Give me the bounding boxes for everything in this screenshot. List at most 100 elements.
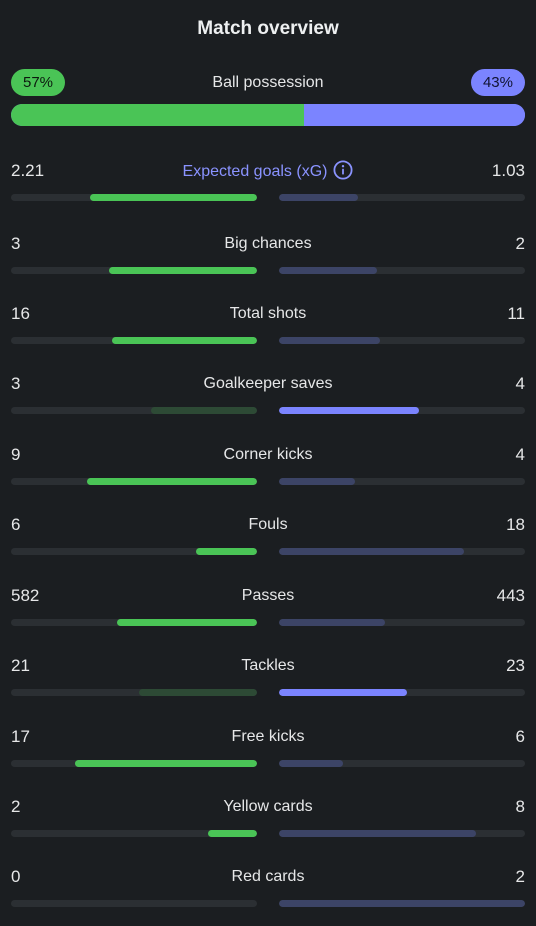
home-value: 582 bbox=[11, 586, 40, 605]
away-bar-fill bbox=[279, 689, 407, 696]
stat-label-text: Free kicks bbox=[231, 728, 305, 745]
home-bar-fill bbox=[116, 619, 257, 626]
away-bar-track bbox=[279, 548, 525, 555]
stat-bars bbox=[11, 337, 525, 344]
away-bar-fill bbox=[279, 619, 385, 626]
away-bar-track bbox=[279, 900, 525, 907]
away-value: 8 bbox=[515, 797, 525, 816]
away-value: 4 bbox=[515, 374, 525, 393]
away-bar-fill bbox=[279, 267, 378, 274]
home-bar-fill bbox=[87, 478, 257, 485]
away-value: 6 bbox=[515, 727, 525, 746]
stat-row-red-cards: 0 Red cards 2 bbox=[11, 866, 525, 907]
stat-label: Passes bbox=[11, 585, 525, 607]
stat-label: Big chances bbox=[11, 233, 525, 255]
home-value: 9 bbox=[11, 445, 21, 464]
stat-label-text: Goalkeeper saves bbox=[203, 375, 333, 392]
home-value: 16 bbox=[11, 304, 30, 323]
possession-bar-away bbox=[303, 104, 525, 126]
away-bar-fill bbox=[279, 900, 525, 907]
stat-values: 16 Total shots 11 bbox=[11, 303, 525, 325]
stat-values: 3 Goalkeeper saves 4 bbox=[11, 373, 525, 395]
away-value: 443 bbox=[496, 586, 525, 605]
home-bar-fill bbox=[151, 407, 257, 414]
stat-label: Free kicks bbox=[11, 726, 525, 748]
home-bar-fill bbox=[109, 267, 257, 274]
possession-label: Ball possession bbox=[212, 74, 324, 91]
home-bar-track bbox=[11, 337, 257, 344]
stat-values: 6 Fouls 18 bbox=[11, 514, 525, 536]
home-value: 2.21 bbox=[11, 161, 45, 180]
stat-label-text: Corner kicks bbox=[223, 446, 313, 463]
stat-bars bbox=[11, 900, 525, 907]
home-value: 21 bbox=[11, 656, 30, 675]
away-bar-track bbox=[279, 267, 525, 274]
stat-row-free-kicks: 17 Free kicks 6 bbox=[11, 726, 525, 767]
stat-label: Fouls bbox=[11, 514, 525, 536]
home-bar-track bbox=[11, 267, 257, 274]
stat-values: 2.21 Expected goals (xG) 1.03 bbox=[11, 160, 525, 182]
stat-label: Tackles bbox=[11, 655, 525, 677]
stat-row-fouls: 6 Fouls 18 bbox=[11, 514, 525, 555]
stat-bars bbox=[11, 830, 525, 837]
home-bar-track bbox=[11, 760, 257, 767]
stat-label: Corner kicks bbox=[11, 444, 525, 466]
home-value: 3 bbox=[11, 374, 21, 393]
away-value: 23 bbox=[506, 656, 525, 675]
stat-label: Yellow cards bbox=[11, 796, 525, 818]
stat-bars bbox=[11, 689, 525, 696]
stat-label-text: Total shots bbox=[229, 305, 307, 322]
home-bar-track bbox=[11, 548, 257, 555]
stat-label-text: Yellow cards bbox=[223, 798, 313, 815]
away-value: 1.03 bbox=[491, 161, 525, 180]
stat-row-expected-goals-xg: 2.21 Expected goals (xG) 1.03 bbox=[11, 160, 525, 201]
stat-label-text: Red cards bbox=[231, 868, 305, 885]
away-bar-track bbox=[279, 337, 525, 344]
stat-bars bbox=[11, 194, 525, 201]
away-bar-fill bbox=[279, 478, 356, 485]
stat-row-goalkeeper-saves: 3 Goalkeeper saves 4 bbox=[11, 373, 525, 414]
home-bar-track bbox=[11, 407, 257, 414]
away-bar-fill bbox=[279, 407, 420, 414]
stat-values: 582 Passes 443 bbox=[11, 585, 525, 607]
away-value: 18 bbox=[506, 515, 525, 534]
stat-label-text: Tackles bbox=[241, 657, 295, 674]
stat-bars bbox=[11, 760, 525, 767]
stat-bars bbox=[11, 548, 525, 555]
stat-row-passes: 582 Passes 443 bbox=[11, 585, 525, 626]
away-bar-fill bbox=[279, 337, 380, 344]
stat-bars bbox=[11, 267, 525, 274]
away-bar-track bbox=[279, 478, 525, 485]
home-bar-track bbox=[11, 478, 257, 485]
stat-values: 21 Tackles 23 bbox=[11, 655, 525, 677]
page-title: Match overview bbox=[197, 18, 339, 39]
stat-bars bbox=[11, 407, 525, 414]
away-bar-track bbox=[279, 760, 525, 767]
home-value: 0 bbox=[11, 867, 21, 886]
away-bar-track bbox=[279, 689, 525, 696]
away-bar-track bbox=[279, 194, 525, 201]
possession-header: Ball possession 57% 43% bbox=[11, 69, 525, 96]
info-icon[interactable] bbox=[333, 160, 353, 180]
possession-bar-home bbox=[11, 104, 304, 126]
away-value: 11 bbox=[507, 304, 525, 323]
home-value: 6 bbox=[11, 515, 21, 534]
away-possession-badge: 43% bbox=[470, 69, 525, 96]
stat-label-text: Expected goals (xG) bbox=[182, 163, 328, 180]
stat-bars bbox=[11, 478, 525, 485]
stat-label[interactable]: Expected goals (xG) bbox=[11, 160, 525, 183]
home-bar-fill bbox=[195, 548, 257, 555]
away-bar-fill bbox=[279, 830, 476, 837]
stat-label-text: Fouls bbox=[248, 516, 288, 533]
home-value: 17 bbox=[11, 727, 30, 746]
stat-label: Goalkeeper saves bbox=[11, 373, 525, 395]
home-bar-track bbox=[11, 830, 257, 837]
home-bar-track bbox=[11, 619, 257, 626]
away-bar-track bbox=[279, 830, 525, 837]
home-bar-fill bbox=[89, 194, 257, 201]
away-bar-track bbox=[279, 619, 525, 626]
stat-row-tackles: 21 Tackles 23 bbox=[11, 655, 525, 696]
away-value: 2 bbox=[515, 234, 525, 253]
stat-bars bbox=[11, 619, 525, 626]
home-bar-track bbox=[11, 689, 257, 696]
